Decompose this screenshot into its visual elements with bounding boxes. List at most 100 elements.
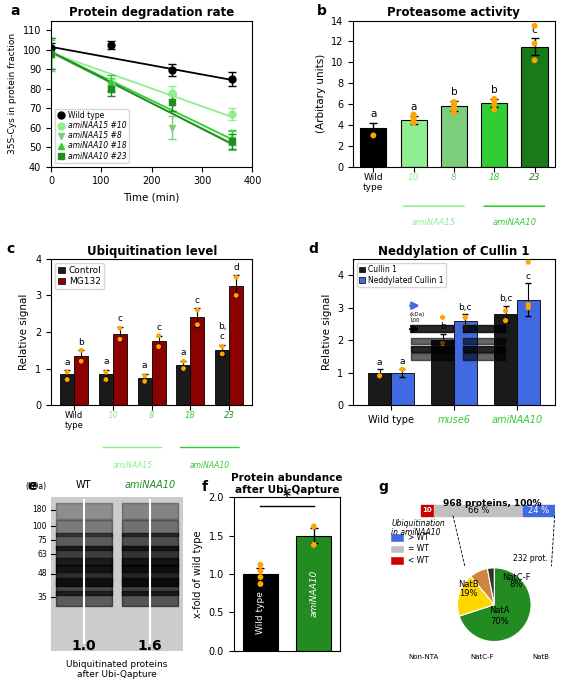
Y-axis label: 35S-Cys in protein fraction: 35S-Cys in protein fraction (8, 33, 18, 154)
Point (76, 356, 85, 366)
Bar (454, 321, 477, 405)
Text: b,c: b,c (458, 303, 472, 312)
Text: c: c (156, 323, 161, 332)
Point (461, 322, 470, 333)
Text: 18: 18 (488, 173, 500, 182)
Text: in amiNAA10: in amiNAA10 (392, 528, 441, 537)
Text: amiNAA15: amiNAA15 (411, 218, 456, 227)
Text: d: d (233, 262, 239, 272)
Text: amiNAA10: amiNAA10 (492, 218, 537, 227)
Y-axis label: Relative signal: Relative signal (321, 294, 332, 370)
Bar (243, 574, 278, 651)
Text: b,c: b,c (499, 295, 512, 303)
Text: WT: WT (76, 479, 92, 490)
Text: 23: 23 (224, 411, 234, 420)
Point (490, 104, 499, 115)
Text: c: c (195, 296, 200, 305)
Point (501, 306, 510, 316)
Point (398, 364, 407, 375)
Point (461, 312, 470, 323)
Text: 1.0: 1.0 (71, 639, 96, 653)
Text: 232 prot.: 232 prot. (513, 554, 548, 563)
Bar (401, 120, 427, 166)
Legend: Cullin 1, Neddylated Cullin 1: Cullin 1, Neddylated Cullin 1 (357, 263, 446, 287)
Point (530, 55, 539, 66)
Bar (99, 374, 113, 405)
Point (76, 345, 85, 356)
Point (369, 130, 378, 141)
Text: b: b (451, 87, 457, 97)
Text: amiNAA15: amiNAA15 (112, 460, 152, 470)
Point (101, 374, 110, 385)
Point (218, 341, 227, 352)
Text: 35: 35 (37, 593, 47, 601)
Title: Protein degradation rate: Protein degradation rate (69, 6, 234, 19)
X-axis label: Time (min): Time (min) (123, 192, 180, 202)
FancyBboxPatch shape (51, 497, 183, 651)
Text: 180: 180 (33, 505, 47, 514)
Bar (494, 314, 517, 405)
Point (449, 97, 458, 108)
Bar (113, 334, 127, 405)
Point (193, 319, 202, 330)
Text: 63: 63 (37, 549, 47, 558)
Point (449, 104, 458, 115)
Point (490, 93, 499, 104)
Point (449, 99, 458, 110)
Bar (190, 317, 204, 405)
Point (115, 323, 125, 334)
Text: a: a (11, 3, 20, 18)
Point (375, 371, 384, 382)
Point (256, 560, 265, 571)
Text: a: a (103, 357, 109, 366)
Bar (434, 505, 522, 516)
Text: Wild
type: Wild type (363, 173, 384, 192)
Text: 10: 10 (423, 508, 432, 513)
Point (438, 312, 447, 323)
Text: c: c (531, 25, 537, 35)
Bar (391, 373, 414, 405)
Legend: Wild type, amiNAA15 #10, amiNAA15 #8, amiNAA10 #18, amiNAA10 #23: Wild type, amiNAA15 #10, amiNAA15 #8, am… (55, 109, 128, 163)
Text: Wild type: Wild type (256, 591, 265, 634)
Bar (441, 106, 467, 166)
Text: a: a (370, 109, 376, 119)
Point (490, 95, 499, 106)
Text: 968 proteins, 100%: 968 proteins, 100% (443, 499, 542, 508)
Point (530, 21, 539, 32)
Text: 10: 10 (108, 411, 118, 420)
Text: = WT: = WT (408, 544, 428, 553)
Text: 24 %: 24 % (528, 506, 549, 515)
Text: 100: 100 (32, 522, 47, 531)
Bar (138, 377, 152, 405)
Text: Ubiquitination: Ubiquitination (392, 519, 445, 527)
Point (231, 290, 241, 301)
Point (461, 312, 470, 323)
Point (530, 38, 539, 49)
Text: < WT: < WT (408, 556, 428, 564)
Point (101, 366, 110, 377)
Point (438, 338, 447, 349)
Bar (453, 652, 468, 662)
Text: f: f (201, 480, 208, 494)
Point (409, 112, 418, 123)
Point (524, 299, 533, 310)
Point (179, 356, 188, 366)
Text: NatC-F: NatC-F (470, 654, 494, 660)
Point (63, 374, 72, 385)
Text: 48: 48 (37, 569, 47, 579)
Text: b: b (78, 338, 84, 347)
Y-axis label: Relative signal: Relative signal (19, 294, 29, 370)
Text: c: c (7, 242, 15, 256)
Legend: Control, MG132: Control, MG132 (55, 264, 105, 288)
Bar (481, 103, 507, 166)
Title: Protein abundance
after Ubi-Qapture: Protein abundance after Ubi-Qapture (231, 473, 343, 495)
Text: b,
c: b, c (218, 322, 226, 341)
Text: a: a (65, 358, 70, 366)
Text: d: d (309, 242, 319, 256)
Text: 23: 23 (529, 173, 541, 182)
Text: 1.6: 1.6 (138, 639, 162, 653)
Point (524, 257, 533, 268)
Text: Wild
type: Wild type (65, 411, 84, 430)
Text: NatB: NatB (533, 654, 550, 660)
Text: e: e (27, 479, 37, 493)
